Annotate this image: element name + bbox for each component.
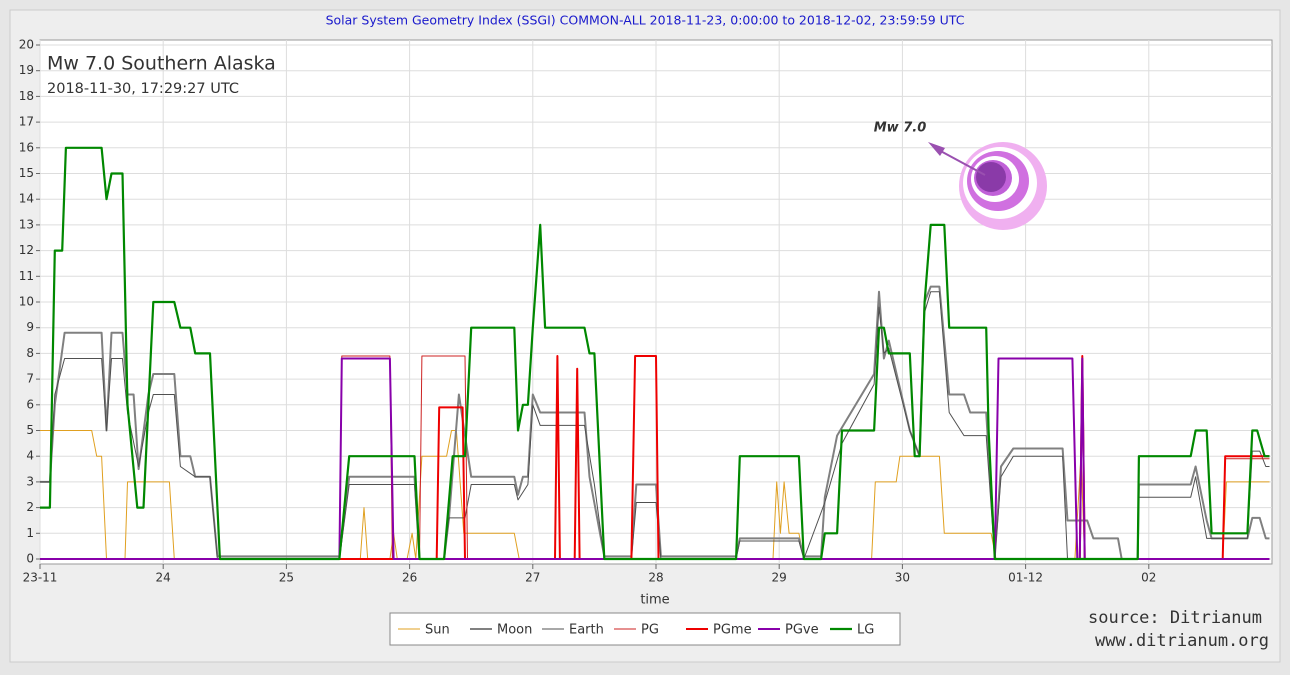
legend-label: Earth (569, 623, 604, 638)
x-tick-label: 29 (772, 571, 787, 585)
y-tick-label: 10 (19, 295, 34, 309)
legend-label: PGve (785, 623, 819, 638)
y-tick-label: 16 (19, 140, 34, 154)
series-line (40, 285, 1270, 560)
series-line (40, 291, 1270, 560)
y-tick-label: 20 (19, 38, 34, 52)
y-tick-label: 14 (19, 192, 34, 206)
y-tick-label: 19 (19, 63, 34, 77)
event-title: Mw 7.0 Southern Alaska (47, 53, 276, 75)
x-tick-label: 26 (402, 571, 417, 585)
x-axis-label: time (640, 593, 669, 608)
y-tick-label: 7 (26, 372, 34, 386)
x-tick-label: 28 (648, 571, 663, 585)
marker-label: Mw 7.0 (874, 121, 927, 136)
x-tick-label: 23-11 (23, 571, 58, 585)
y-tick-label: 3 (26, 474, 34, 488)
y-tick-label: 8 (26, 346, 34, 360)
legend-label: Sun (425, 623, 450, 638)
y-tick-label: 11 (19, 269, 34, 283)
marker-arrow (934, 147, 986, 176)
series-line (40, 146, 1270, 561)
event-time: 2018-11-30, 17:29:27 UTC (47, 81, 239, 97)
y-tick-label: 6 (26, 397, 34, 411)
y-tick-label: 12 (19, 243, 34, 257)
y-tick-label: 15 (19, 166, 34, 180)
y-tick-label: 9 (26, 320, 34, 334)
event-marker (928, 142, 1047, 230)
legend-label: LG (857, 623, 874, 638)
series-line (40, 430, 1270, 560)
y-tick-label: 17 (19, 115, 34, 129)
y-tick-label: 2 (26, 500, 34, 514)
marker-core (976, 162, 1006, 192)
y-tick-label: 5 (26, 423, 34, 437)
y-tick-label: 13 (19, 217, 34, 231)
x-tick-label: 01-12 (1008, 571, 1043, 585)
x-tick-label: 24 (156, 571, 171, 585)
x-tick-label: 30 (895, 571, 910, 585)
y-tick-label: 18 (19, 89, 34, 103)
chart-title: Solar System Geometry Index (SSGI) COMMO… (326, 13, 965, 28)
marker-arrow-head (928, 142, 945, 156)
legend-label: PG (641, 623, 659, 638)
x-tick-label: 02 (1141, 571, 1156, 585)
source-line: source: Ditrianum (1088, 608, 1262, 628)
legend-label: Moon (497, 623, 532, 638)
y-tick-label: 0 (26, 552, 34, 566)
x-tick-label: 25 (279, 571, 294, 585)
y-tick-label: 1 (26, 526, 34, 540)
source-url: www.ditrianum.org (1095, 631, 1269, 651)
legend-label: PGme (713, 623, 752, 638)
x-tick-label: 27 (525, 571, 540, 585)
series-line (40, 357, 1270, 560)
y-tick-label: 4 (26, 449, 34, 463)
